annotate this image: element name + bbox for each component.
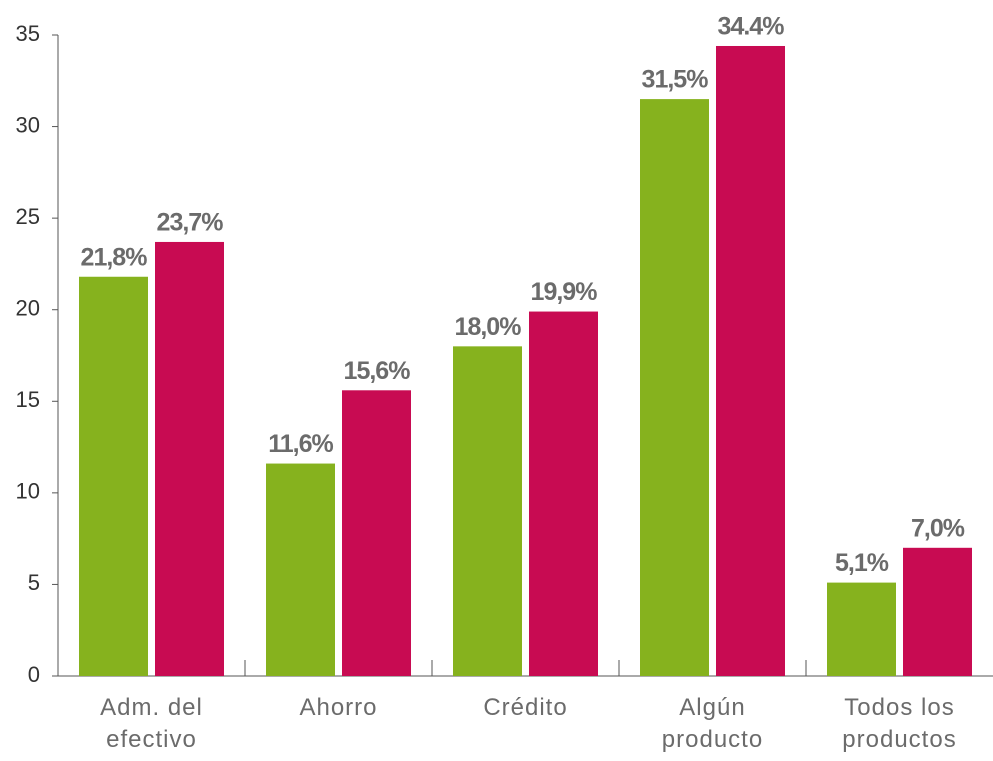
y-tick-label: 5 bbox=[28, 570, 40, 595]
bar bbox=[453, 346, 522, 676]
x-tick-label: Adm. del efectivo bbox=[100, 694, 203, 753]
bar bbox=[640, 99, 709, 677]
value-label: 21,8% bbox=[81, 243, 148, 271]
y-tick-label: 10 bbox=[16, 479, 40, 504]
value-label: 23,7% bbox=[157, 209, 224, 237]
x-tick-label: Todos los productos bbox=[842, 694, 957, 753]
bar bbox=[827, 582, 896, 676]
value-label: 5,1% bbox=[835, 549, 889, 577]
value-label: 7,0% bbox=[911, 514, 965, 542]
bar bbox=[342, 390, 411, 676]
y-tick-label: 0 bbox=[28, 662, 40, 687]
value-label: 34.4% bbox=[718, 13, 785, 41]
bar bbox=[266, 463, 335, 676]
y-tick-label: 25 bbox=[16, 204, 40, 229]
value-label: 19,9% bbox=[531, 278, 598, 306]
value-label: 31,5% bbox=[642, 66, 709, 94]
bar bbox=[716, 45, 785, 676]
x-tick-label: Crédito bbox=[483, 694, 568, 721]
x-tick-label: Algún producto bbox=[661, 694, 764, 753]
bar bbox=[529, 311, 598, 676]
y-tick-label: 15 bbox=[16, 387, 40, 412]
bar bbox=[155, 241, 224, 677]
value-label: 11,6% bbox=[268, 430, 333, 458]
y-tick-label: 35 bbox=[16, 21, 40, 46]
value-label: 15,6% bbox=[344, 357, 411, 385]
y-tick-label: 30 bbox=[16, 112, 40, 137]
x-tick-label: Ahorro bbox=[299, 694, 378, 721]
bar bbox=[903, 547, 972, 676]
bar bbox=[79, 276, 148, 676]
value-label: 18,0% bbox=[455, 313, 522, 341]
y-tick-label: 20 bbox=[16, 296, 40, 321]
